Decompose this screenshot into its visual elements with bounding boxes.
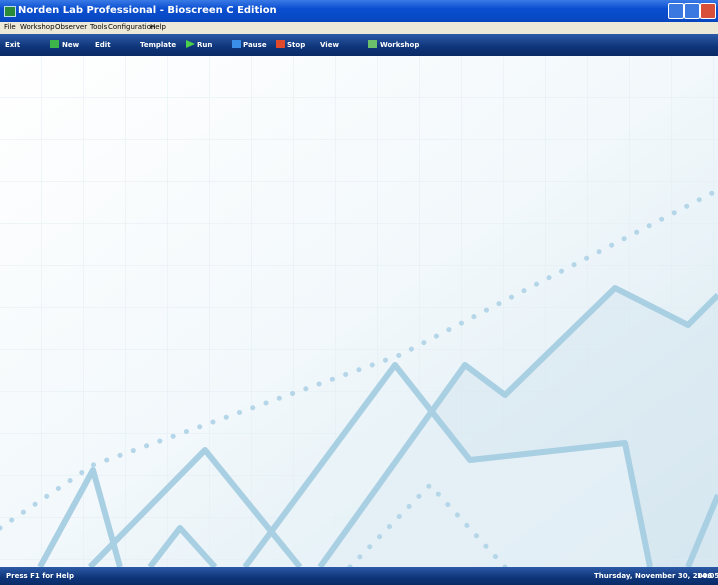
status-date: Thursday, November 30, 2006 <box>594 572 712 580</box>
minimize-button[interactable] <box>668 3 684 19</box>
toolbar: Exit New Edit Template Run Pause Stop View Works… <box>0 34 718 56</box>
pause-icon <box>232 40 241 48</box>
maximize-button[interactable] <box>684 3 700 19</box>
menu-item[interactable]: Configuration <box>108 23 155 31</box>
new-icon <box>50 40 59 48</box>
menu-item[interactable]: Help <box>150 23 166 31</box>
run-icon <box>186 40 195 48</box>
workshop-icon <box>368 40 377 48</box>
menu-item[interactable]: Observer <box>55 23 87 31</box>
status-bar: Press F1 for Help Thursday, November 30,… <box>0 567 718 585</box>
menu-item[interactable]: Workshop <box>20 23 55 31</box>
app-window: Norden Lab Professional - Bioscreen C Ed… <box>0 0 718 585</box>
toolbar-button[interactable]: Workshop <box>380 41 419 49</box>
toolbar-button[interactable]: New <box>62 41 79 49</box>
status-time: 14:05: <box>697 572 718 580</box>
close-button[interactable] <box>700 3 716 19</box>
toolbar-button[interactable]: Run <box>197 41 212 49</box>
toolbar-button[interactable]: Exit <box>5 41 20 49</box>
window-title: Norden Lab Professional - Bioscreen C Ed… <box>18 5 277 16</box>
app-icon <box>4 6 16 17</box>
status-help: Press F1 for Help <box>6 572 74 580</box>
toolbar-button[interactable]: View <box>320 41 339 49</box>
menu-item[interactable]: Tools <box>90 23 107 31</box>
stop-icon <box>276 40 285 48</box>
toolbar-button[interactable]: Pause <box>243 41 267 49</box>
toolbar-button[interactable]: Stop <box>287 41 305 49</box>
title-bar: Norden Lab Professional - Bioscreen C Ed… <box>0 0 718 22</box>
workspace-background <box>0 56 718 567</box>
menu-item[interactable]: File <box>4 23 16 31</box>
toolbar-button[interactable]: Edit <box>95 41 111 49</box>
toolbar-button[interactable]: Template <box>140 41 176 49</box>
